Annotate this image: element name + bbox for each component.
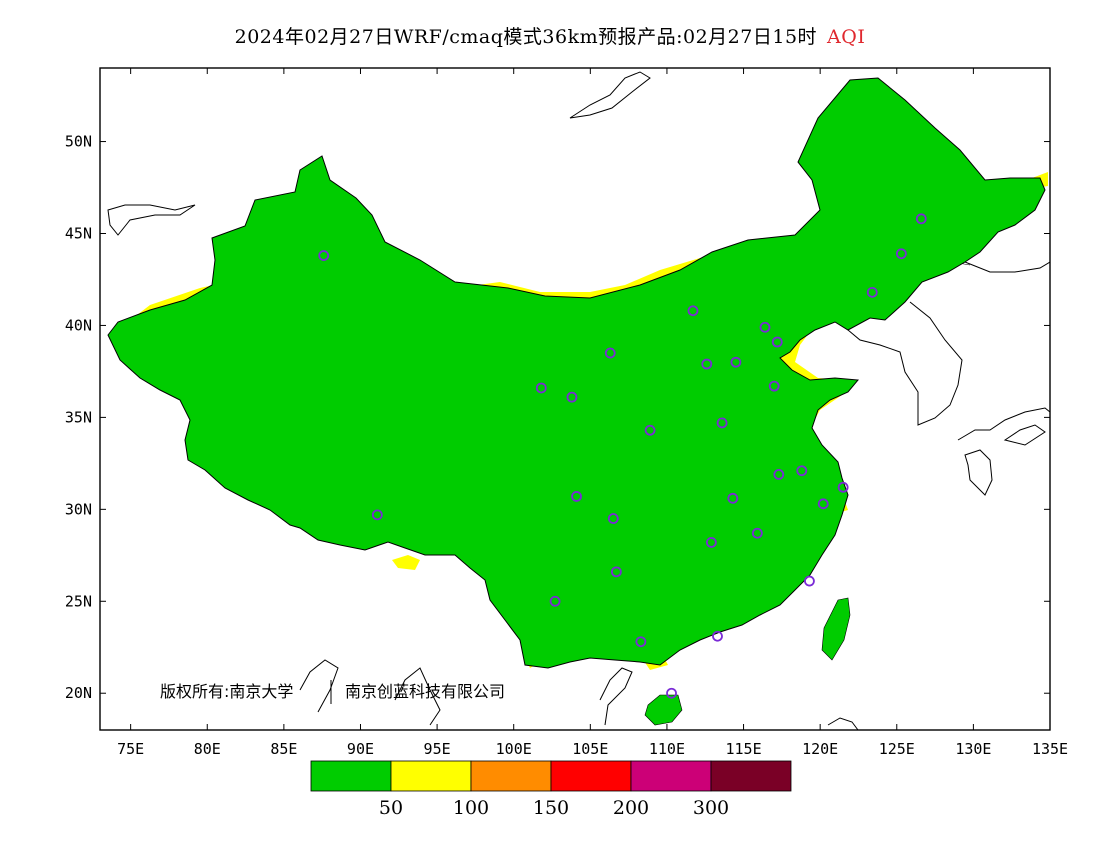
station-marker [866, 286, 878, 298]
copyright-company: 南京创蓝科技有限公司 [345, 682, 505, 701]
title-variable: AQI [827, 26, 866, 48]
station-marker [666, 687, 677, 699]
station-marker [644, 424, 656, 436]
station-marker [730, 356, 742, 368]
station-markers [318, 213, 927, 699]
station-marker [817, 498, 829, 510]
station-marker [535, 382, 547, 394]
station-marker [837, 481, 849, 493]
station-marker [771, 336, 783, 348]
station-marker [705, 537, 717, 548]
colorbar-label: 100 [453, 797, 489, 819]
lat-tick-label: 25N [65, 592, 92, 610]
station-marker [796, 465, 808, 477]
station-marker [716, 417, 728, 429]
station-marker [773, 468, 785, 480]
longitude-axis: 75E 80E 85E 90E 95E 100E 105E 110E 115E 120E 125E 1… [117, 68, 1068, 758]
colorbar-label: 150 [533, 797, 569, 819]
lon-tick-label: 110E [649, 740, 685, 758]
lat-tick-label: 45N [65, 225, 92, 243]
lat-tick-label: 35N [65, 408, 92, 426]
lon-tick-label: 90E [347, 740, 374, 758]
station-marker [751, 527, 763, 539]
lat-tick-label: 20N [65, 684, 92, 702]
lon-tick-label: 85E [270, 740, 297, 758]
colorbar-swatch [550, 760, 632, 792]
colorbar-swatch [710, 760, 792, 792]
lon-tick-label: 125E [879, 740, 915, 758]
station-marker [915, 213, 927, 225]
lon-tick-label: 115E [725, 740, 761, 758]
lon-tick-label: 80E [194, 740, 221, 758]
station-marker [701, 358, 713, 370]
lon-tick-label: 95E [424, 740, 451, 758]
lon-tick-label: 135E [1032, 740, 1068, 758]
colorbar-label: 200 [613, 797, 649, 819]
station-marker [768, 380, 780, 392]
aqi-colorbar: 50 100 150 200 300 [310, 760, 792, 819]
taiwan-island [821, 597, 851, 661]
copyright-owner: 版权所有:南京大学 [160, 682, 293, 701]
station-marker [604, 347, 616, 359]
map-title: 2024年02月27日WRF/cmaq模式36km预报产品:02月27日15时 A… [0, 22, 1100, 49]
lat-tick-label: 50N [65, 133, 92, 151]
map-frame [99, 67, 1051, 731]
station-marker [895, 248, 907, 260]
station-marker [727, 492, 739, 504]
station-marker [318, 250, 330, 261]
lon-tick-label: 100E [496, 740, 532, 758]
station-marker [687, 305, 699, 317]
copyright-block: 版权所有:南京大学 南京创蓝科技有限公司 [160, 680, 505, 704]
colorbar-label: 300 [693, 797, 729, 819]
lon-tick-label: 130E [955, 740, 991, 758]
lon-tick-label: 120E [802, 740, 838, 758]
lon-tick-label: 75E [117, 740, 144, 758]
colorbar-label: 50 [379, 797, 403, 819]
map-content [107, 71, 1050, 730]
lon-tick-label: 105E [572, 740, 608, 758]
station-marker [759, 321, 771, 333]
hainan-island [644, 694, 683, 726]
station-marker [804, 575, 815, 587]
colorbar-swatch [390, 760, 472, 792]
station-marker [607, 513, 619, 524]
latitude-axis: 50N 45N 40N 35N 30N 25N 20N [65, 133, 1050, 702]
title-main: 2024年02月27日WRF/cmaq模式36km预报产品:02月27日15时 [234, 26, 818, 48]
station-marker [566, 391, 578, 403]
station-marker [712, 630, 723, 642]
station-marker [371, 509, 383, 521]
station-marker [571, 491, 582, 502]
colorbar-swatch [630, 760, 712, 792]
lat-tick-label: 40N [65, 316, 92, 334]
coastlines [107, 71, 1050, 730]
station-marker [549, 595, 561, 607]
station-marker [610, 566, 622, 578]
station-marker [635, 636, 647, 648]
colorbar-swatch [470, 760, 552, 792]
colorbar-swatch [310, 760, 392, 792]
lat-tick-label: 30N [65, 500, 92, 518]
